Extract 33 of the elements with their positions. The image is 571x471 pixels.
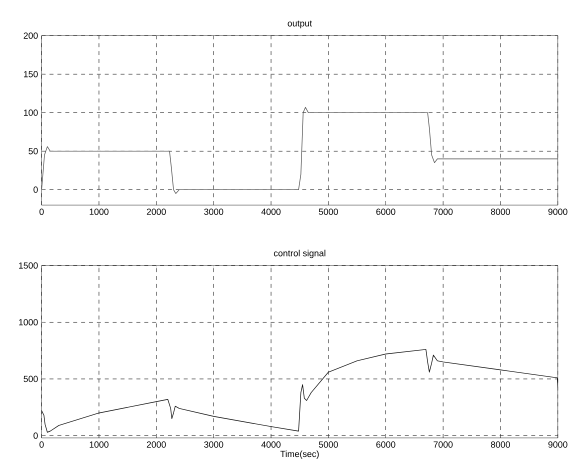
x-tick-label: 8000	[490, 442, 510, 448]
x-tick-label: 5000	[318, 442, 338, 448]
x-tick-label: 6000	[376, 442, 396, 448]
x-tick-label: 3000	[204, 208, 224, 216]
y-tick-label: 500	[24, 376, 38, 382]
y-tick-label: 0	[34, 186, 38, 194]
x-tick-label: 6000	[376, 208, 396, 216]
y-tick-label: 0	[34, 432, 38, 439]
chart-title: control signal	[274, 250, 326, 258]
x-tick-label: 1000	[90, 442, 109, 448]
x-tick-label: 4000	[261, 208, 281, 216]
y-tick-label: 1500	[19, 262, 38, 269]
x-tick-label: 9000	[548, 208, 568, 216]
line-series	[42, 349, 558, 433]
y-tick-label: 100	[24, 110, 38, 116]
y-tick-label: 1000	[19, 319, 38, 326]
y-tick-label: 200	[24, 32, 38, 39]
y-tick-label: 150	[24, 71, 38, 78]
x-tick-label: 7000	[434, 208, 453, 216]
y-tick-label: 50	[28, 148, 38, 155]
x-tick-label: 4000	[261, 442, 281, 448]
x-tick-label: 2000	[146, 442, 166, 448]
x-tick-label: 9000	[548, 442, 568, 448]
x-tick-label: 8000	[490, 208, 510, 216]
x-tick-label: 0	[39, 442, 44, 448]
x-tick-label: 0	[39, 208, 44, 216]
x-tick-label: 3000	[204, 442, 224, 448]
x-tick-label: 1000	[90, 208, 109, 216]
chart-title: output	[288, 20, 312, 28]
x-tick-label: 7000	[434, 442, 453, 448]
x-axis-title: Time(sec)	[280, 450, 319, 459]
x-tick-label: 5000	[318, 208, 338, 216]
x-tick-label: 2000	[146, 208, 166, 216]
